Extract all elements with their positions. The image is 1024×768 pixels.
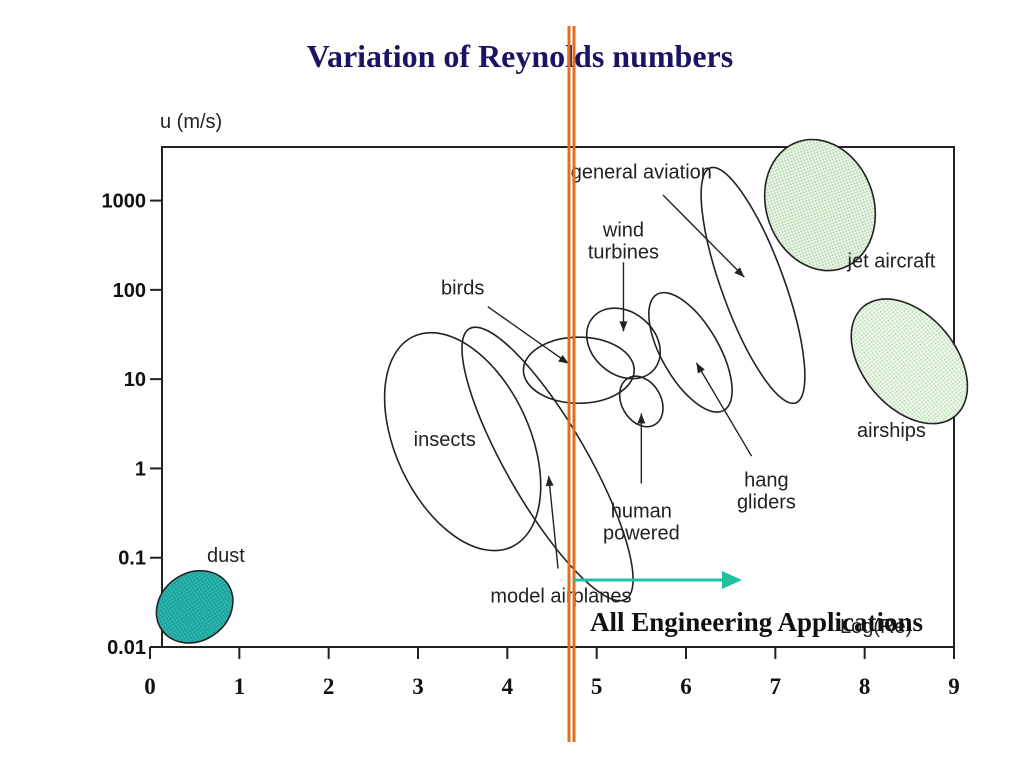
leader-arrowhead-human-powered — [637, 413, 646, 424]
leader-hang-gliders — [695, 362, 753, 457]
leader-arrowhead-birds — [558, 354, 569, 364]
region-label-hang-gliders: hang gliders — [737, 469, 796, 513]
region-label-wind-turbines: wind turbines — [588, 219, 659, 263]
y-tick-label: 1000 — [102, 191, 147, 213]
region-hang-gliders — [648, 291, 733, 413]
region-label-jet-aircraft: jet aircraft — [847, 251, 936, 273]
x-tick-label: 4 — [502, 674, 514, 699]
x-tick-label: 6 — [680, 674, 692, 699]
region-human-powered — [618, 375, 664, 428]
y-tick-label: 1 — [135, 458, 146, 480]
engineering-applications-caption: All Engineering Applications — [590, 607, 924, 637]
x-tick-label: 9 — [948, 674, 960, 699]
y-tick-label: 0.1 — [118, 548, 146, 570]
vertical-marker — [567, 26, 576, 742]
region-birds — [522, 336, 635, 405]
y-tick-label: 0.01 — [107, 637, 146, 659]
leader-general-aviation — [662, 194, 745, 278]
x-tick-label: 2 — [323, 674, 335, 699]
y-axis-label: u (m/s) — [160, 111, 222, 133]
x-axis-label: Log(Re) — [840, 616, 912, 638]
x-tick-label: 1 — [234, 674, 246, 699]
region-label-airships: airships — [857, 420, 926, 442]
x-tick-label: 7 — [770, 674, 782, 699]
region-jet-aircraft — [763, 138, 877, 272]
region-label-insects: insects — [414, 429, 476, 451]
region-insects — [383, 331, 542, 552]
y-tick-label: 100 — [113, 280, 146, 302]
leader-birds — [487, 306, 570, 365]
region-label-human-powered: human powered — [603, 501, 680, 545]
right-arrow — [573, 571, 742, 589]
slide-title: Variation of Reynolds numbers — [306, 38, 734, 74]
leader-arrowhead-hang-gliders — [696, 362, 705, 374]
leader-arrowhead-model-airplanes — [545, 475, 554, 487]
region-wind-turbines — [585, 307, 662, 380]
region-label-model-airplanes: model airplanes — [490, 585, 631, 607]
region-label-birds: birds — [441, 277, 484, 299]
region-airships — [850, 298, 969, 425]
region-label-dust: dust — [207, 545, 245, 567]
region-model-airplanes — [461, 326, 634, 602]
leader-model-airplanes — [547, 475, 559, 569]
region-dust — [155, 569, 234, 644]
x-tick-label: 5 — [591, 674, 603, 699]
x-tick-label: 3 — [412, 674, 424, 699]
region-label-general-aviation: general aviation — [571, 161, 712, 183]
x-tick-label: 0 — [144, 674, 156, 699]
region-general-aviation — [700, 166, 806, 405]
leader-arrowhead-wind-turbines — [619, 321, 628, 332]
y-tick-label: 10 — [124, 369, 146, 391]
x-tick-label: 8 — [859, 674, 871, 699]
leader-arrowhead-general-aviation — [734, 267, 745, 278]
